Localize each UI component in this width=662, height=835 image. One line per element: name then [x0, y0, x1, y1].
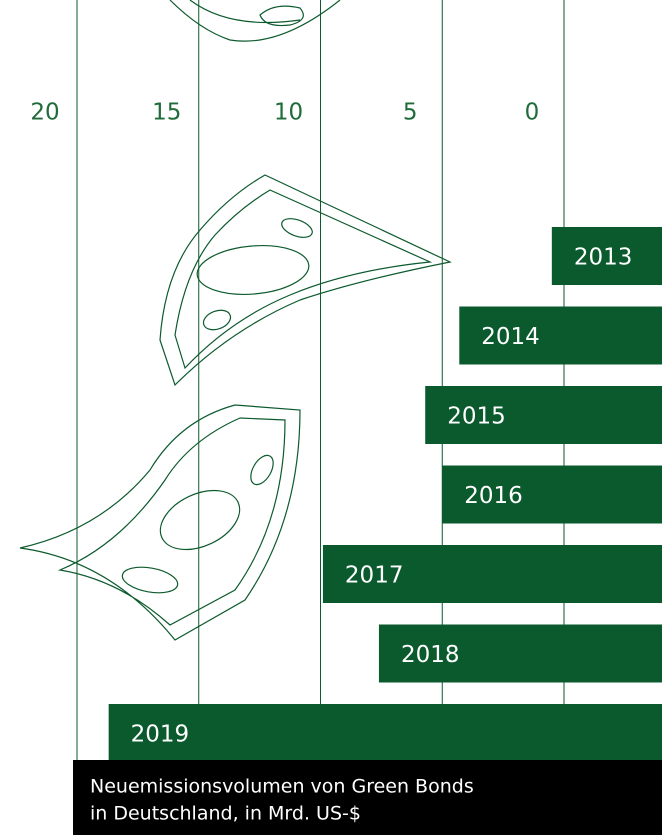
chart-title: Neuemissionsvolumen von Green Bonds — [90, 776, 474, 798]
bar — [109, 704, 662, 762]
chart: 201510502013201420152016201720182019 Neu… — [0, 0, 662, 835]
money-illustration — [20, 0, 450, 640]
bar-label: 2017 — [345, 563, 404, 589]
bar-label: 2016 — [464, 483, 523, 509]
x-tick-label: 20 — [30, 100, 59, 126]
bar-label: 2018 — [401, 642, 460, 668]
bar-label: 2015 — [447, 404, 506, 430]
chart-title: in Deutschland, in Mrd. US-$ — [90, 803, 361, 825]
x-tick-label: 15 — [152, 100, 181, 126]
x-tick-label: 10 — [274, 100, 303, 126]
bar-label: 2019 — [131, 722, 190, 748]
x-tick-label: 5 — [403, 100, 418, 126]
bar-label: 2013 — [574, 245, 633, 271]
bar-label: 2014 — [481, 324, 540, 350]
x-tick-label: 0 — [525, 100, 540, 126]
